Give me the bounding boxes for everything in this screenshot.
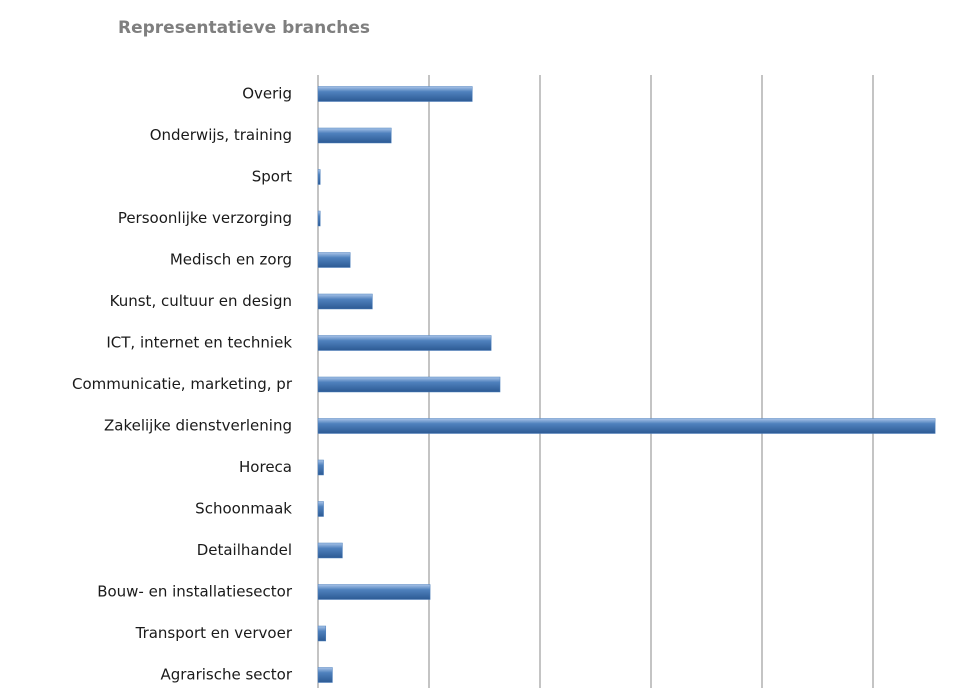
- bar: [317, 127, 392, 144]
- bar: [317, 542, 343, 559]
- bar: [317, 293, 373, 310]
- bar: [317, 252, 351, 268]
- y-tick-label: ICT, internet en techniek: [106, 334, 292, 352]
- y-tick-label: Onderwijs, training: [150, 126, 292, 144]
- y-tick-label: Communicatie, marketing, pr: [72, 375, 293, 393]
- bar: [317, 625, 327, 642]
- y-tick-label: Transport en vervoer: [135, 624, 293, 642]
- y-tick-label: Agrarische sector: [160, 666, 292, 684]
- y-tick-label: Kunst, cultuur en design: [110, 292, 292, 310]
- bar: [317, 501, 324, 517]
- bar: [317, 376, 501, 393]
- y-tick-label: Sport: [252, 168, 292, 186]
- bar: [317, 335, 492, 351]
- bar: [317, 459, 324, 476]
- y-tick-label: Zakelijke dienstverlening: [104, 417, 292, 435]
- bar: [317, 169, 321, 185]
- bar: [317, 667, 333, 683]
- y-tick-label: Bouw- en installatiesector: [97, 583, 293, 601]
- chart-title: Representatieve branches: [118, 18, 370, 38]
- y-tick-label: Detailhandel: [197, 541, 292, 559]
- y-tick-label: Schoonmaak: [195, 500, 292, 518]
- bar: [317, 584, 431, 600]
- bar: [317, 210, 321, 227]
- bar: [317, 418, 936, 434]
- bar: [317, 86, 473, 102]
- y-tick-label: Persoonlijke verzorging: [118, 209, 292, 227]
- y-tick-label: Medisch en zorg: [170, 251, 292, 269]
- y-tick-label: Overig: [242, 85, 292, 103]
- y-tick-label: Horeca: [239, 458, 292, 476]
